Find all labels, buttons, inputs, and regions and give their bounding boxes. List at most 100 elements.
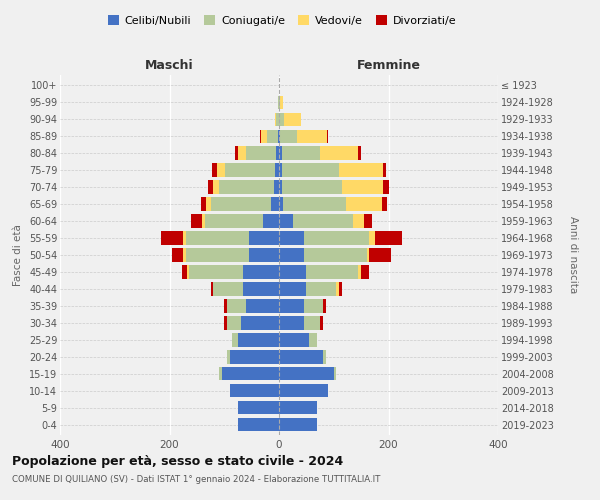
Bar (279, 282, 307, 296)
Bar (323, 350, 326, 364)
Bar (279, 300, 304, 312)
Bar (279, 248, 304, 262)
Bar (232, 334, 238, 346)
Bar (260, 130, 262, 143)
Bar (226, 164, 275, 176)
Bar (375, 232, 402, 244)
Bar (246, 300, 279, 312)
Bar (249, 248, 279, 262)
Bar (283, 198, 346, 210)
Bar (337, 282, 339, 296)
Bar (238, 418, 279, 432)
Bar (219, 367, 221, 380)
Bar (370, 232, 375, 244)
Bar (304, 232, 370, 244)
Y-axis label: Anni di nascita: Anni di nascita (568, 216, 578, 294)
Bar (279, 164, 282, 176)
Bar (276, 112, 279, 126)
Bar (246, 146, 276, 160)
Bar (342, 180, 383, 194)
Bar (191, 214, 202, 228)
Bar (161, 232, 183, 244)
Text: Femmine: Femmine (356, 58, 421, 71)
Bar (279, 214, 293, 228)
Bar (262, 130, 267, 143)
Bar (309, 334, 317, 346)
Bar (279, 180, 282, 194)
Bar (172, 248, 183, 262)
Bar (280, 130, 296, 143)
Bar (214, 282, 244, 296)
Bar (304, 248, 367, 262)
Bar (227, 350, 230, 364)
Bar (276, 146, 279, 160)
Bar (238, 334, 279, 346)
Bar (206, 198, 211, 210)
Bar (202, 214, 205, 228)
Bar (307, 282, 337, 296)
Bar (182, 266, 187, 278)
Bar (183, 248, 186, 262)
Bar (214, 180, 219, 194)
Bar (326, 130, 328, 143)
Bar (280, 96, 283, 109)
Bar (183, 232, 186, 244)
Bar (279, 232, 304, 244)
Bar (241, 316, 279, 330)
Bar (217, 164, 226, 176)
Bar (188, 266, 244, 278)
Bar (358, 266, 361, 278)
Bar (238, 401, 279, 414)
Bar (370, 248, 391, 262)
Bar (244, 266, 279, 278)
Bar (279, 316, 304, 330)
Bar (227, 316, 241, 330)
Bar (339, 164, 383, 176)
Bar (282, 180, 342, 194)
Bar (304, 300, 323, 312)
Bar (279, 384, 328, 398)
Bar (353, 214, 364, 228)
Bar (274, 180, 279, 194)
Bar (279, 350, 323, 364)
Bar (230, 350, 279, 364)
Bar (263, 214, 279, 228)
Bar (279, 146, 282, 160)
Bar (320, 316, 323, 330)
Bar (323, 300, 326, 312)
Bar (205, 214, 263, 228)
Bar (221, 367, 279, 380)
Bar (244, 282, 279, 296)
Bar (279, 112, 284, 126)
Bar (284, 112, 301, 126)
Legend: Celibi/Nubili, Coniugati/e, Vedovi/e, Divorziati/e: Celibi/Nubili, Coniugati/e, Vedovi/e, Di… (103, 10, 461, 30)
Bar (282, 146, 320, 160)
Bar (361, 266, 370, 278)
Bar (383, 180, 389, 194)
Bar (282, 164, 339, 176)
Bar (227, 300, 246, 312)
Bar (238, 146, 246, 160)
Bar (275, 112, 276, 126)
Bar (383, 164, 386, 176)
Bar (275, 164, 279, 176)
Bar (201, 198, 206, 210)
Bar (367, 248, 370, 262)
Bar (219, 180, 274, 194)
Bar (279, 198, 283, 210)
Bar (279, 130, 280, 143)
Bar (339, 282, 342, 296)
Bar (224, 300, 227, 312)
Y-axis label: Fasce di età: Fasce di età (13, 224, 23, 286)
Text: Maschi: Maschi (145, 58, 194, 71)
Bar (293, 214, 353, 228)
Bar (187, 266, 188, 278)
Bar (279, 418, 317, 432)
Bar (279, 367, 334, 380)
Text: COMUNE DI QUILIANO (SV) - Dati ISTAT 1° gennaio 2024 - Elaborazione TUTTITALIA.I: COMUNE DI QUILIANO (SV) - Dati ISTAT 1° … (12, 475, 380, 484)
Bar (296, 130, 326, 143)
Bar (334, 367, 337, 380)
Bar (346, 198, 382, 210)
Bar (208, 180, 214, 194)
Bar (249, 232, 279, 244)
